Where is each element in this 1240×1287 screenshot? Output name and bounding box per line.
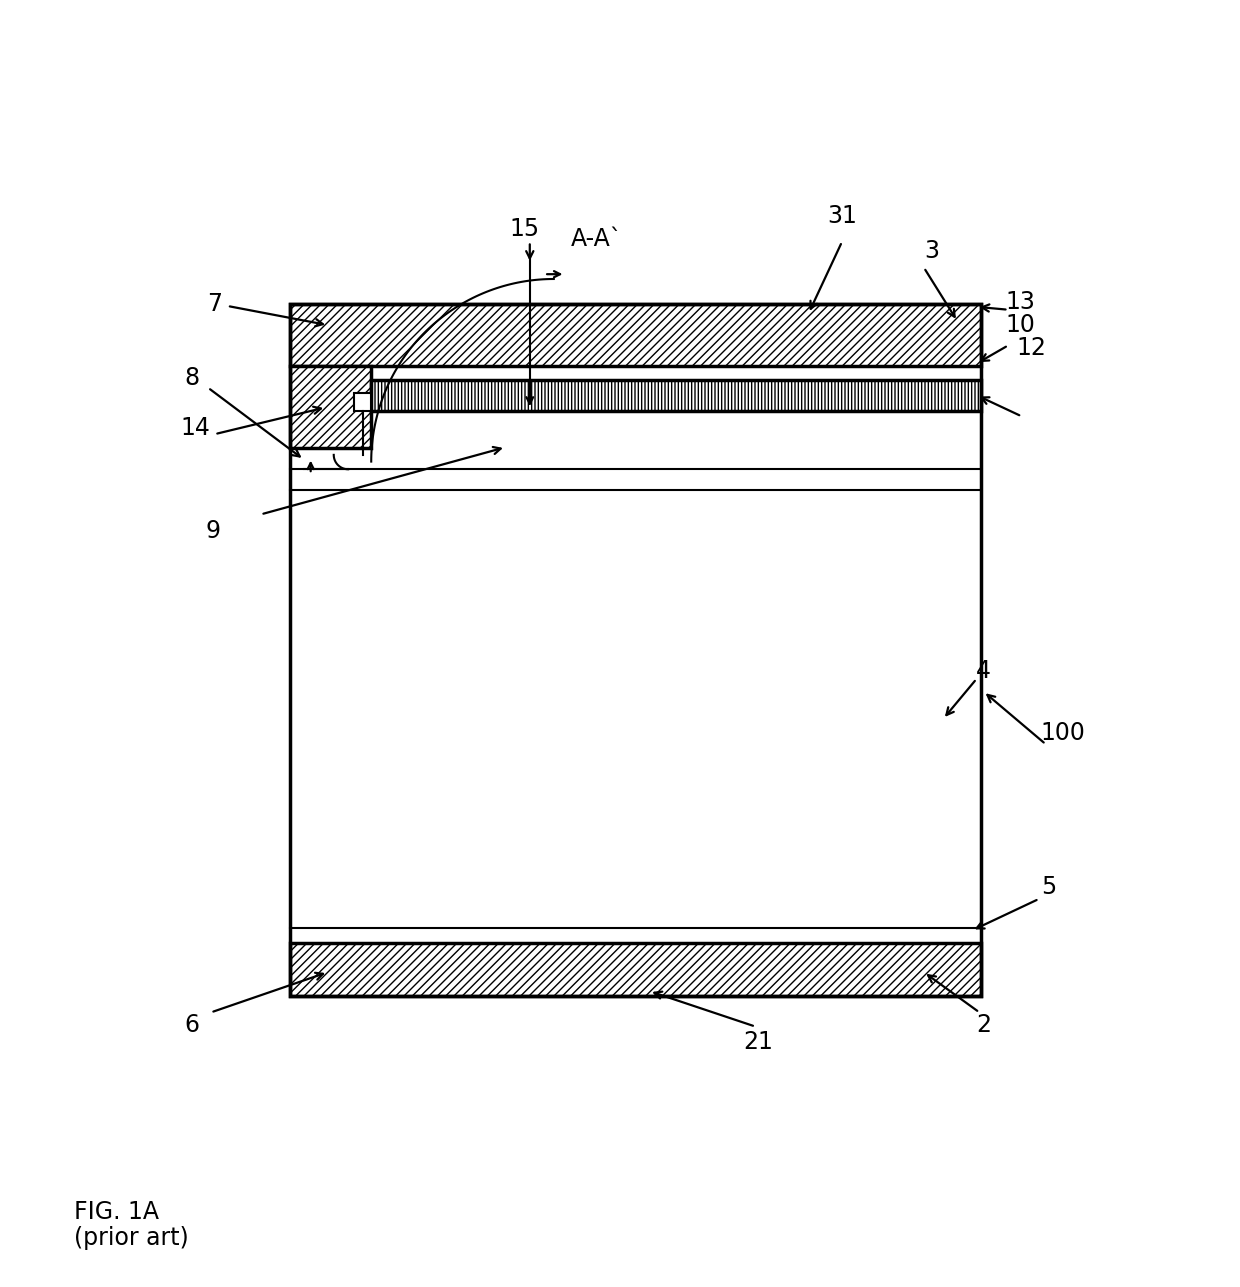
Text: 12: 12 [1017, 336, 1047, 360]
Text: 5: 5 [1042, 875, 1056, 900]
Text: 8: 8 [184, 366, 200, 390]
Text: 14: 14 [181, 417, 211, 440]
Bar [290, 304, 982, 367]
Text: 10: 10 [1004, 313, 1035, 337]
Text: 3: 3 [924, 239, 939, 263]
Bar [290, 304, 982, 996]
Bar [290, 943, 982, 996]
Text: 15: 15 [510, 218, 541, 241]
Bar [371, 380, 982, 411]
Text: 31: 31 [827, 203, 857, 228]
Text: (prior art): (prior art) [74, 1227, 190, 1250]
Text: 100: 100 [1040, 721, 1085, 745]
Text: 21: 21 [744, 1030, 774, 1054]
Bar [353, 394, 371, 411]
Bar [290, 367, 371, 448]
Text: 13: 13 [1004, 290, 1035, 314]
Text: 9: 9 [205, 519, 221, 543]
Text: FIG. 1A: FIG. 1A [74, 1201, 160, 1224]
Text: A-A`: A-A` [572, 227, 622, 251]
Text: 6: 6 [184, 1013, 198, 1037]
Text: 7: 7 [207, 292, 222, 317]
Text: 4: 4 [976, 659, 991, 683]
Text: 2: 2 [976, 1013, 991, 1037]
